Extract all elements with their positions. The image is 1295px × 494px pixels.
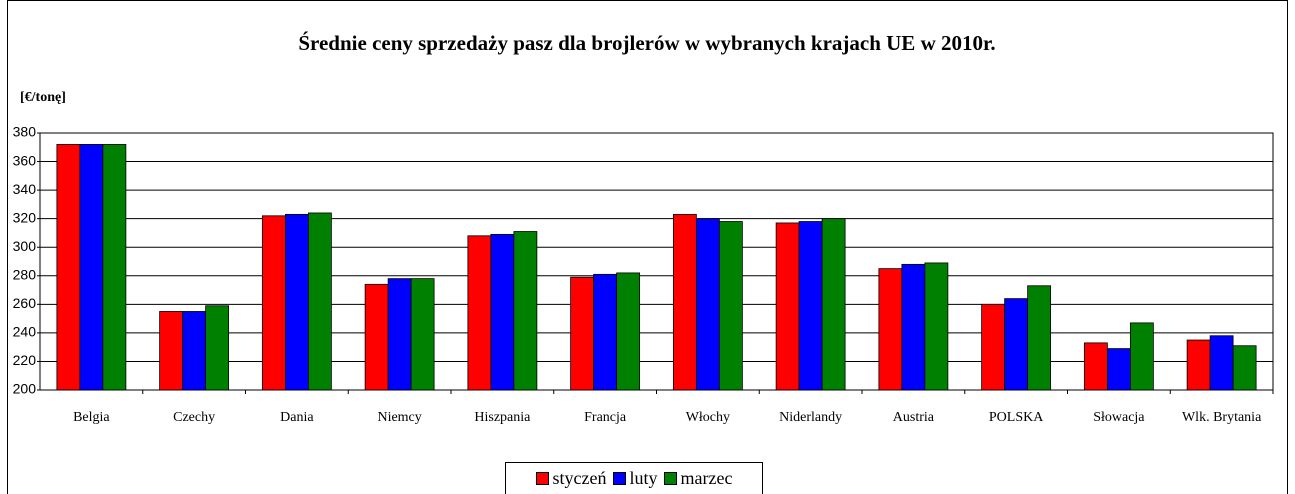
y-axis-label: [€/tonę]: [20, 90, 66, 105]
x-tick-label: Hiszpania: [474, 410, 531, 425]
x-tick-label: Czechy: [173, 410, 216, 425]
x-tick-label: Wlk. Brytania: [1181, 410, 1262, 425]
bar: [1004, 298, 1029, 391]
bar: [1186, 339, 1211, 391]
legend-label: luty: [629, 468, 658, 488]
bar: [102, 144, 127, 391]
bar: [56, 144, 81, 391]
legend-item: luty: [612, 468, 658, 489]
bar: [570, 276, 595, 391]
x-tick-label: Francja: [584, 410, 627, 425]
bar: [284, 213, 309, 391]
x-tick-label: Belgia: [73, 410, 110, 425]
legend-label: marzec: [680, 468, 733, 488]
bar: [924, 262, 949, 391]
bar: [1083, 342, 1108, 391]
bar: [718, 221, 743, 391]
bar: [901, 263, 926, 391]
legend-swatch: [535, 472, 549, 485]
bar: [672, 213, 697, 391]
bar: [159, 311, 184, 391]
bar: [798, 221, 823, 391]
bar: [1232, 345, 1257, 391]
bar: [981, 303, 1006, 391]
legend-item: marzec: [663, 468, 733, 489]
bar: [821, 218, 846, 391]
bar: [364, 283, 389, 391]
y-tick-label: 300: [13, 238, 37, 254]
x-tick-label: Austria: [892, 410, 934, 425]
bar: [205, 305, 230, 391]
bar: [1129, 322, 1154, 391]
bar: [1106, 348, 1131, 391]
chart-title: Średnie ceny sprzedaży pasz dla brojleró…: [298, 31, 995, 55]
bar: [261, 215, 286, 391]
bar: [513, 231, 538, 391]
legend-item: styczeń: [535, 468, 607, 489]
bar: [307, 212, 332, 391]
y-tick-label: 200: [13, 381, 37, 397]
y-tick-label: 320: [13, 209, 37, 225]
legend-swatch: [663, 472, 677, 485]
y-tick-label: 380: [13, 124, 37, 140]
chart-frame: [7, 0, 1288, 494]
bar: [695, 218, 720, 391]
y-tick-label: 360: [13, 152, 37, 168]
y-tick-label: 280: [13, 266, 37, 282]
x-tick-label: Dania: [280, 410, 314, 425]
y-tick-label: 340: [13, 181, 37, 197]
bar: [387, 278, 412, 391]
bar: [410, 278, 435, 391]
bar: [878, 268, 903, 391]
x-tick-label: Słowacja: [1093, 410, 1145, 425]
legend-label: styczeń: [552, 468, 607, 488]
bar: [616, 272, 641, 391]
x-tick-label: POLSKA: [988, 410, 1044, 425]
bar: [775, 222, 800, 391]
legend-swatch: [612, 472, 626, 485]
legend: styczeń luty marzec: [505, 462, 763, 494]
bar: [1027, 285, 1052, 391]
y-tick-label: 240: [13, 324, 37, 340]
y-tick-label: 220: [13, 352, 37, 368]
bar: [182, 311, 207, 391]
bar: [467, 235, 492, 391]
bar: [1209, 335, 1234, 391]
bar: [490, 233, 515, 391]
x-tick-label: Niderlandy: [779, 410, 843, 425]
bar: [593, 273, 618, 391]
bar: [79, 144, 104, 391]
x-tick-label: Niemcy: [377, 410, 422, 425]
x-tick-label: Włochy: [685, 410, 731, 425]
y-tick-label: 260: [13, 295, 37, 311]
